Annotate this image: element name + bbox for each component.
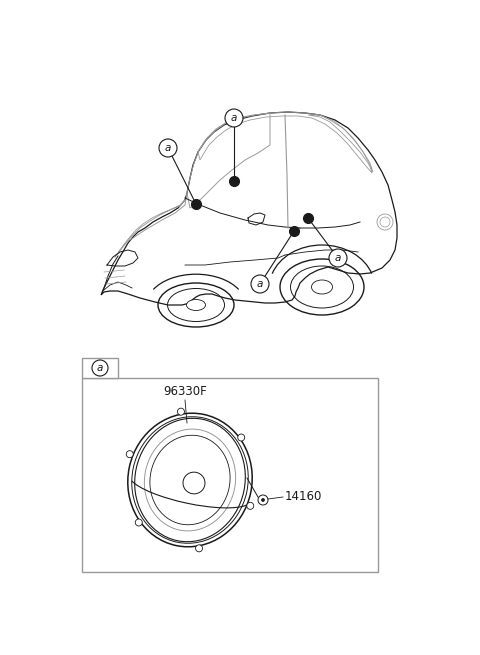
- Text: a: a: [231, 113, 237, 123]
- Circle shape: [126, 451, 133, 458]
- Circle shape: [251, 275, 269, 293]
- Circle shape: [92, 360, 108, 376]
- Circle shape: [178, 408, 184, 415]
- Text: a: a: [335, 253, 341, 263]
- Text: a: a: [97, 363, 103, 373]
- Circle shape: [225, 109, 243, 127]
- Circle shape: [262, 498, 264, 502]
- Circle shape: [238, 434, 245, 441]
- Text: 96330F: 96330F: [163, 385, 207, 398]
- Text: a: a: [165, 143, 171, 153]
- Text: 14160: 14160: [285, 489, 323, 502]
- Text: a: a: [257, 279, 263, 289]
- Circle shape: [135, 519, 142, 526]
- Circle shape: [195, 545, 203, 552]
- Circle shape: [329, 249, 347, 267]
- Circle shape: [159, 139, 177, 157]
- Circle shape: [247, 502, 254, 510]
- Ellipse shape: [187, 299, 205, 310]
- Ellipse shape: [312, 280, 333, 294]
- Circle shape: [258, 495, 268, 505]
- Polygon shape: [82, 358, 118, 378]
